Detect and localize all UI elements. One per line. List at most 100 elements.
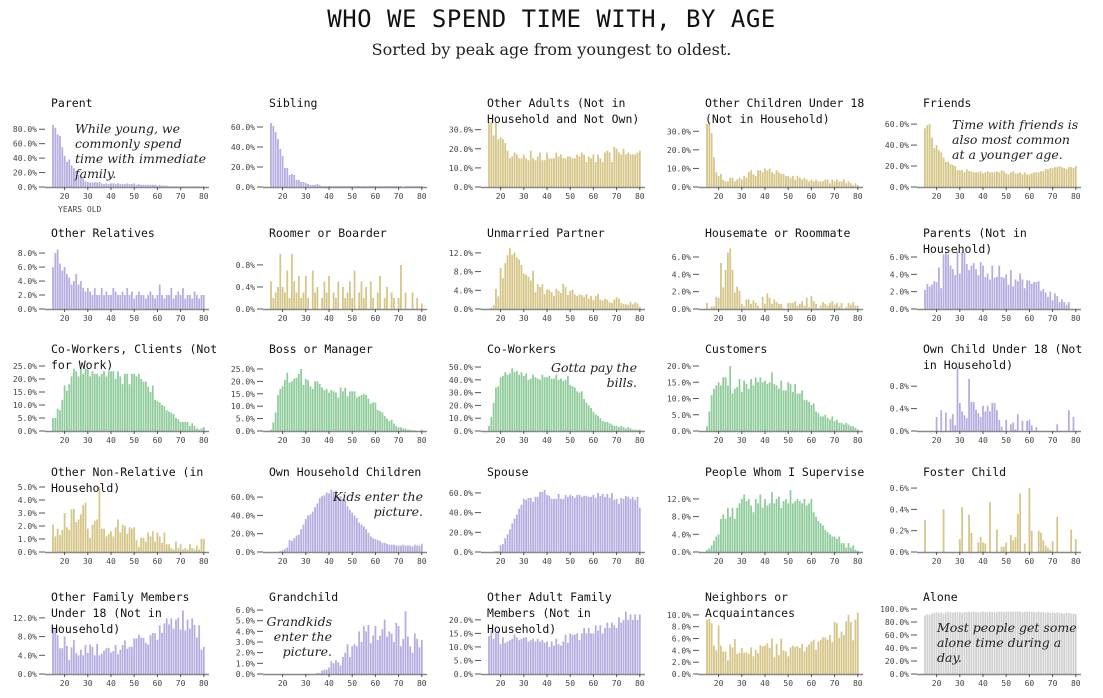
x-tick-label: 40	[978, 679, 988, 688]
bar	[114, 291, 117, 309]
bar	[374, 626, 377, 674]
x-tick-label: 60	[1025, 192, 1035, 201]
x-tick-label: 70	[394, 679, 404, 688]
bar	[975, 409, 977, 431]
bar	[766, 170, 769, 187]
bar	[998, 611, 1001, 674]
bar	[1065, 169, 1068, 187]
bar	[717, 382, 720, 431]
x-tick-label: 20	[278, 436, 288, 445]
bar	[66, 645, 68, 674]
bar	[534, 377, 537, 431]
x-tick-label: 70	[176, 192, 186, 201]
bar	[379, 541, 381, 552]
bar	[342, 656, 344, 674]
bar	[504, 263, 507, 309]
bar	[590, 633, 592, 674]
page-subtitle: Sorted by peak age from youngest to olde…	[371, 40, 732, 59]
bar	[170, 412, 173, 431]
bar	[536, 638, 539, 674]
bar	[842, 179, 845, 187]
bar	[511, 638, 514, 674]
bar	[724, 518, 727, 552]
bar	[842, 424, 845, 431]
bar	[989, 411, 991, 431]
x-tick-label: 70	[830, 314, 840, 323]
bar	[715, 296, 718, 309]
bar	[764, 380, 766, 431]
bar	[979, 262, 982, 309]
bar	[1005, 173, 1008, 187]
bar	[991, 172, 994, 187]
bar	[182, 610, 184, 674]
bar	[564, 287, 567, 309]
bar	[831, 642, 834, 674]
x-tick-label: 70	[612, 192, 622, 201]
x-tick-label: 80	[417, 557, 427, 566]
bar	[743, 380, 746, 431]
bar	[77, 376, 80, 431]
bar	[318, 672, 321, 674]
bar	[998, 419, 1001, 431]
bar	[506, 374, 509, 431]
bar	[314, 185, 316, 187]
bar	[620, 497, 623, 552]
bar	[286, 372, 289, 431]
bar	[933, 148, 936, 187]
x-tick-label: 40	[542, 436, 552, 445]
bar	[720, 263, 722, 309]
bar	[752, 174, 755, 187]
bar	[372, 186, 374, 187]
bar	[989, 279, 991, 309]
bar	[513, 252, 516, 309]
bar	[321, 496, 323, 552]
bar	[819, 181, 822, 187]
bar	[597, 294, 599, 309]
bar	[114, 527, 117, 552]
bar	[578, 156, 581, 187]
bar	[926, 614, 929, 674]
bar	[824, 529, 827, 552]
bar	[761, 172, 764, 187]
bar	[191, 423, 194, 431]
bar	[580, 496, 583, 552]
bar	[68, 659, 71, 674]
bar	[409, 429, 412, 431]
bar	[729, 516, 732, 552]
bar	[833, 304, 836, 309]
bar	[933, 612, 936, 674]
x-tick-label: 80	[635, 679, 645, 688]
bar	[808, 181, 810, 187]
y-tick-label: 4.0%	[672, 646, 691, 655]
bar	[304, 519, 307, 552]
bar	[100, 183, 103, 187]
bar	[156, 532, 159, 552]
bar	[1044, 612, 1047, 674]
bar	[137, 291, 140, 309]
x-tick-label: 30	[737, 557, 747, 566]
panel-title: Other Family Members Under 18 (Not in Ho…	[51, 590, 190, 636]
bar	[374, 539, 377, 552]
bar	[281, 386, 284, 431]
bar	[731, 177, 734, 187]
y-tick-label: 6.0%	[890, 253, 909, 262]
bar	[731, 270, 734, 309]
x-tick-label: 80	[853, 557, 863, 566]
bar	[499, 137, 502, 187]
bar	[541, 160, 544, 187]
panel-title: Alone	[923, 590, 958, 604]
bar	[105, 376, 108, 431]
bar	[293, 378, 296, 431]
bar	[555, 152, 558, 187]
bar	[557, 379, 560, 431]
bar	[353, 391, 356, 431]
x-tick-label: 60	[371, 436, 381, 445]
bar	[335, 660, 337, 674]
y-tick-label: 20.0%	[885, 162, 909, 171]
bar	[400, 427, 402, 431]
